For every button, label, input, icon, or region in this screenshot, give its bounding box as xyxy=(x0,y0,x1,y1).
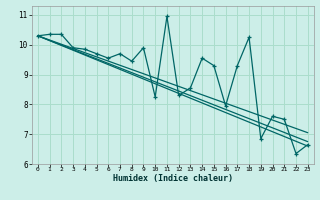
X-axis label: Humidex (Indice chaleur): Humidex (Indice chaleur) xyxy=(113,174,233,183)
